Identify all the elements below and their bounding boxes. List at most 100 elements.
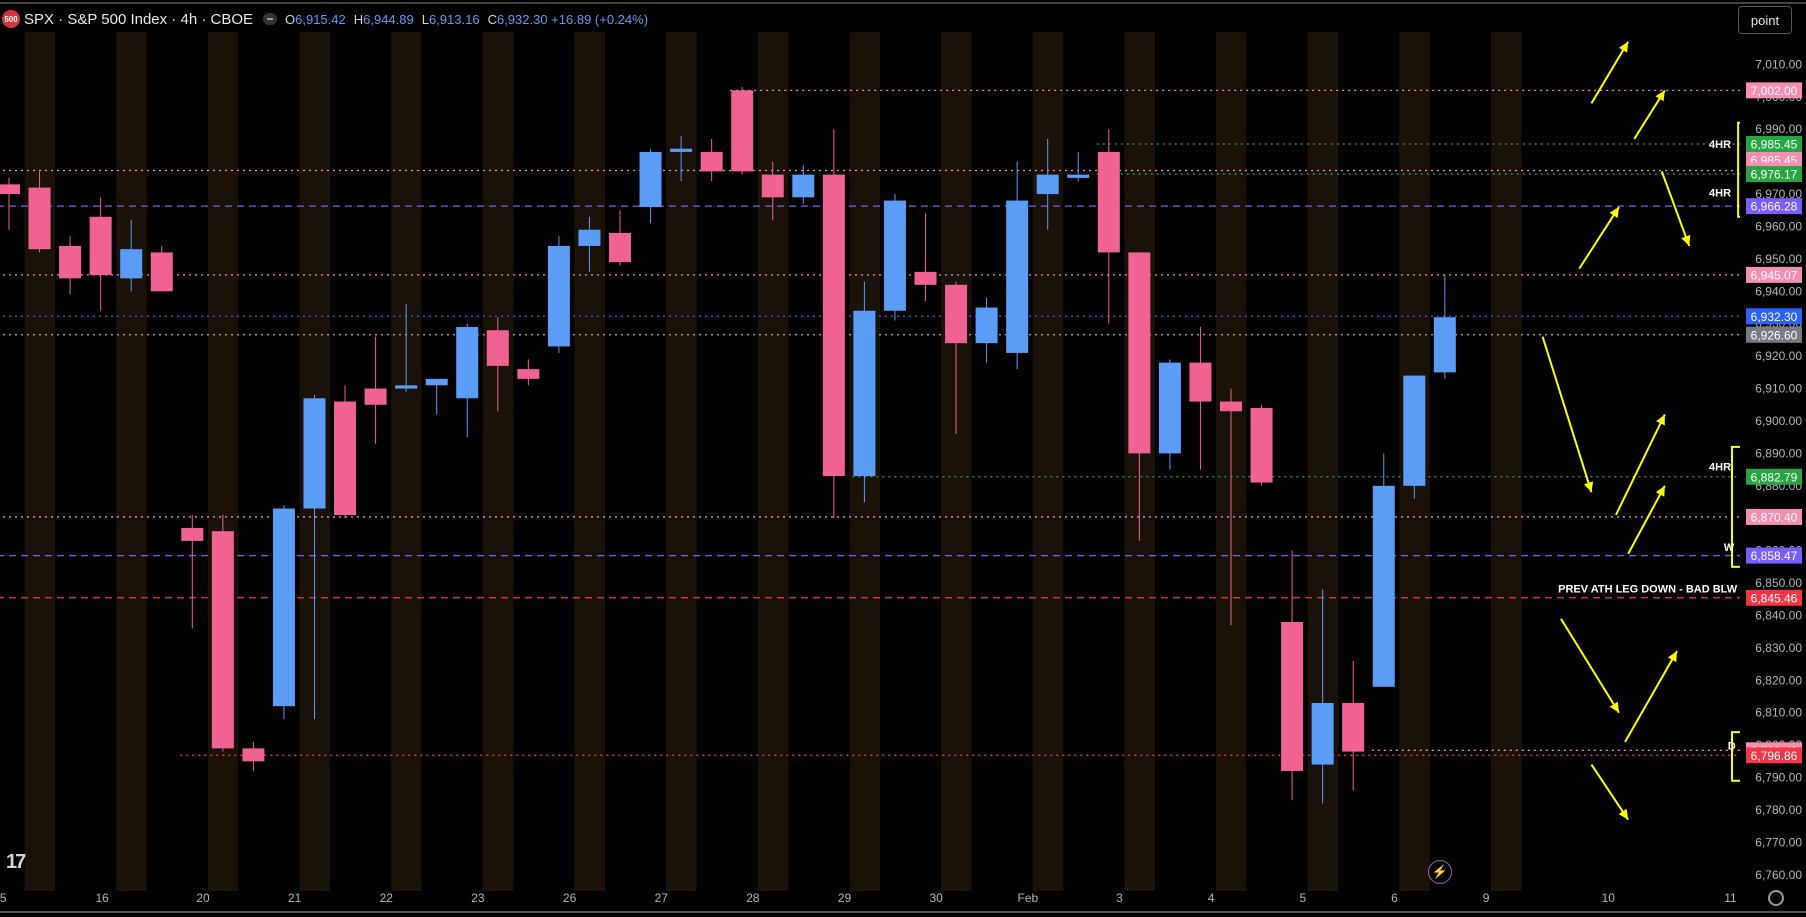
candle-body [1403, 375, 1426, 486]
time-tick-label: 22 [380, 891, 394, 905]
candle-body [945, 284, 968, 344]
candle-body [1097, 151, 1120, 253]
candle-body [89, 216, 112, 276]
symbol-title[interactable]: SPX · S&P 500 Index · 4h · CBOE [24, 10, 253, 28]
annotation-arrow [1578, 206, 1620, 270]
candle-body [1158, 362, 1181, 454]
annotation-arrowhead [1618, 808, 1629, 820]
candle-body [395, 385, 418, 389]
time-tick-label: 10 [1602, 891, 1616, 905]
candle-body [670, 148, 693, 152]
candle-body [0, 184, 20, 195]
candle-body [364, 388, 387, 405]
candle-body [1128, 252, 1151, 454]
price-tick-label: 6,920.00 [1755, 349, 1802, 363]
price-tick-label: 6,890.00 [1755, 446, 1802, 460]
candle-body [517, 369, 540, 379]
annotation-arrowhead [1667, 651, 1678, 663]
price-level-tag [1746, 166, 1802, 183]
annotation-arrow [1624, 650, 1678, 743]
ohlc-low-key: L [421, 11, 429, 27]
price-level-tag-text: 6,882.79 [1751, 470, 1798, 484]
collapse-toggle-icon[interactable] [263, 13, 277, 25]
settings-gear-icon[interactable] [1768, 890, 1784, 906]
candle-body [181, 527, 204, 541]
candle-body [700, 151, 723, 172]
candle-body [1250, 408, 1273, 483]
session-band [207, 32, 239, 891]
price-tick-label: 6,850.00 [1755, 576, 1802, 590]
session-band [482, 32, 514, 891]
time-tick-label: 11 [1724, 891, 1737, 905]
price-level-tag [1746, 589, 1802, 606]
price-tick-label: 6,990.00 [1755, 122, 1802, 136]
ohlc-low-value: 6,913.16 [428, 11, 480, 27]
price-level-tag [1746, 547, 1802, 564]
candle-body [303, 398, 326, 509]
price-tick-label: 6,820.00 [1755, 673, 1802, 687]
annotation-arrowhead [1656, 414, 1665, 426]
price-tick-label: 6,830.00 [1755, 641, 1802, 655]
time-tick-label: 15 [0, 891, 7, 905]
price-level-tag-text: 6,985.45 [1751, 137, 1798, 151]
annotation-arrow [1627, 485, 1666, 555]
candle-body [486, 330, 509, 366]
annotation-label: PREV ATH LEG DOWN - BAD BLW [1558, 584, 1738, 596]
candle-body [334, 401, 357, 515]
price-tick-label: 6,790.00 [1755, 771, 1802, 785]
time-tick-label: 30 [930, 891, 944, 905]
price-level-tag-text: 6,976.17 [1751, 168, 1798, 182]
candle-body [731, 90, 754, 172]
candle-body [211, 531, 234, 749]
price-level-tag-text: 6,926.60 [1751, 328, 1798, 342]
candle-body [883, 200, 906, 311]
price-tick-label: 6,960.00 [1755, 219, 1802, 233]
ohlc-high-value: 6,944.89 [363, 11, 414, 27]
annotation-arrow [1560, 618, 1620, 714]
annotation-arrow [1541, 336, 1593, 493]
symbol-logo-icon: 500 [2, 10, 20, 28]
candle-body [425, 378, 448, 386]
annotation-label: D [1728, 740, 1736, 752]
time-tick-label: 29 [838, 891, 852, 905]
scale-mode-button[interactable]: point [1738, 6, 1792, 34]
price-level-tag-text: 6,858.47 [1751, 549, 1798, 563]
time-tick-label: 23 [471, 891, 485, 905]
price-level-tag-text: 6,945.07 [1751, 268, 1798, 282]
candle-body [1036, 174, 1059, 195]
candle-body [547, 245, 570, 347]
price-tick-label: 6,810.00 [1755, 706, 1802, 720]
candle-body [975, 307, 998, 344]
candle-body [1311, 702, 1334, 765]
time-tick-label: 4 [1208, 891, 1215, 905]
price-tick-label: 6,950.00 [1755, 252, 1802, 266]
lightning-icon[interactable]: ⚡ [1428, 860, 1452, 884]
annotation-arrowhead [1681, 234, 1691, 246]
candle-body [1067, 174, 1090, 178]
price-tick-label: 6,970.00 [1755, 187, 1802, 201]
candle-body [822, 174, 845, 477]
time-tick-label: Feb [1017, 891, 1038, 905]
candle-body [1189, 362, 1212, 402]
annotation-label: 4HR [1709, 462, 1731, 474]
annotation-label: W [1724, 542, 1735, 554]
candle-body [1372, 485, 1395, 687]
price-level-tag-text: 6,845.46 [1751, 591, 1798, 605]
time-tick-label: 28 [746, 891, 760, 905]
time-tick-label: 20 [196, 891, 210, 905]
price-level-tag-text: 7,002.00 [1751, 84, 1798, 98]
candle-body [59, 245, 82, 279]
annotation-arrowhead [1583, 481, 1594, 493]
chart-header: 500 SPX · S&P 500 Index · 4h · CBOE O 6,9… [0, 6, 656, 32]
time-tick-label: 5 [1299, 891, 1306, 905]
ohlc-open-value: 6,915.42 [295, 11, 346, 27]
time-tick-label: 16 [95, 891, 109, 905]
ohlc-high-key: H [353, 11, 364, 27]
price-level-tag-text: 6,870.40 [1751, 510, 1798, 524]
candle-body [914, 271, 937, 285]
annotation-label: 4HR [1709, 187, 1731, 199]
session-band [116, 32, 147, 891]
price-tick-label: 6,770.00 [1755, 835, 1802, 849]
annotation-arrow [1660, 171, 1691, 247]
